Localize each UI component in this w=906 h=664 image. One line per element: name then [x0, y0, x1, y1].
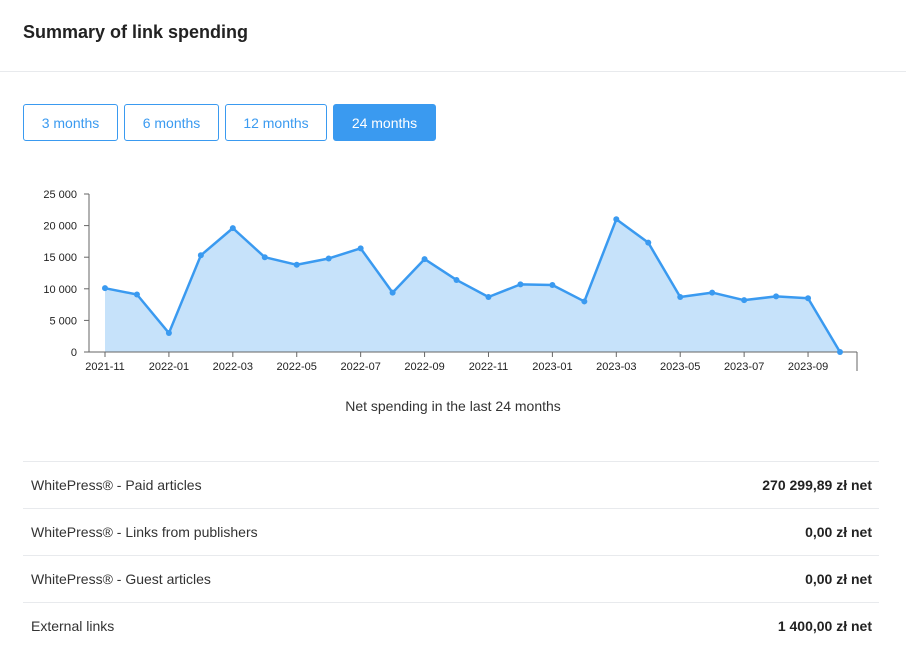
period-tabs: 3 months 6 months 12 months 24 months	[23, 104, 442, 141]
y-tick-label: 15 000	[43, 252, 77, 264]
data-point	[741, 297, 748, 304]
data-point	[421, 256, 428, 263]
x-tick-label: 2023-03	[596, 361, 636, 373]
data-point	[645, 239, 652, 246]
summary-label: WhitePress® - Paid articles	[31, 477, 202, 493]
data-point	[197, 252, 204, 259]
summary-value: 0,00 zł net	[805, 571, 872, 587]
data-point	[613, 216, 620, 223]
data-point	[709, 289, 716, 296]
x-tick-label: 2023-01	[532, 361, 572, 373]
summary-value: 270 299,89 zł net	[762, 477, 872, 493]
y-tick-label: 5 000	[49, 315, 77, 327]
data-point	[102, 285, 108, 292]
tab-6-months[interactable]: 6 months	[124, 104, 219, 141]
summary-row-paid-articles: WhitePress® - Paid articles 270 299,89 z…	[23, 461, 879, 508]
y-tick-label: 0	[71, 347, 77, 359]
x-tick-label: 2023-07	[724, 361, 764, 373]
x-tick-label: 2021-11	[85, 361, 125, 373]
data-point	[325, 255, 332, 262]
y-tick-label: 20 000	[43, 221, 77, 233]
spending-chart: 0 5 000 10 000 15 000 20 000 25 000 2021-11 202…	[43, 189, 858, 373]
data-point	[261, 254, 268, 261]
x-tick-label: 2023-05	[660, 361, 700, 373]
summary-value: 1 400,00 zł net	[777, 618, 872, 634]
x-tick-label: 2022-09	[404, 361, 444, 373]
summary-label: External links	[31, 618, 115, 634]
x-tick-label: 2022-05	[277, 361, 317, 373]
page-title: Summary of link spending	[23, 22, 249, 42]
data-point	[837, 349, 843, 355]
summary-row-external-links: External links 1 400,00 zł net	[23, 602, 879, 649]
series-area	[105, 219, 840, 352]
x-tick-label: 2022-03	[213, 361, 253, 373]
x-tick-label: 2023-09	[788, 361, 828, 373]
chart-caption: Net spending in the last 24 months	[345, 398, 561, 414]
series-line	[104, 218, 842, 353]
data-point	[293, 261, 300, 268]
data-point	[805, 295, 812, 302]
tab-3-months[interactable]: 3 months	[23, 104, 118, 141]
data-point	[773, 293, 780, 300]
page-header: Summary of link spending	[0, 0, 906, 72]
data-point	[453, 276, 460, 283]
summary-label: WhitePress® - Links from publishers	[31, 524, 258, 540]
x-tick-label: 2022-07	[340, 361, 380, 373]
data-point	[229, 225, 236, 232]
data-point	[485, 294, 492, 301]
data-point	[165, 330, 172, 337]
y-tick-label: 25 000	[43, 189, 77, 201]
data-point	[357, 245, 364, 252]
summary-value: 0,00 zł net	[805, 524, 872, 540]
summary-row-guest-articles: WhitePress® - Guest articles 0,00 zł net	[23, 555, 879, 602]
data-point	[677, 294, 684, 301]
data-point	[133, 291, 140, 298]
tab-24-months[interactable]: 24 months	[333, 104, 436, 141]
x-tick-label: 2022-11	[469, 361, 509, 373]
summary-label: WhitePress® - Guest articles	[31, 571, 211, 587]
y-tick-label: 10 000	[43, 284, 77, 296]
data-point	[581, 298, 588, 305]
summary-row-links-from-publishers: WhitePress® - Links from publishers 0,00…	[23, 508, 879, 555]
data-point	[517, 281, 524, 288]
spending-summary: WhitePress® - Paid articles 270 299,89 z…	[23, 461, 879, 649]
data-point	[549, 282, 556, 289]
data-point	[389, 289, 396, 296]
tab-12-months[interactable]: 12 months	[225, 104, 327, 141]
x-tick-label: 2022-01	[149, 361, 189, 373]
